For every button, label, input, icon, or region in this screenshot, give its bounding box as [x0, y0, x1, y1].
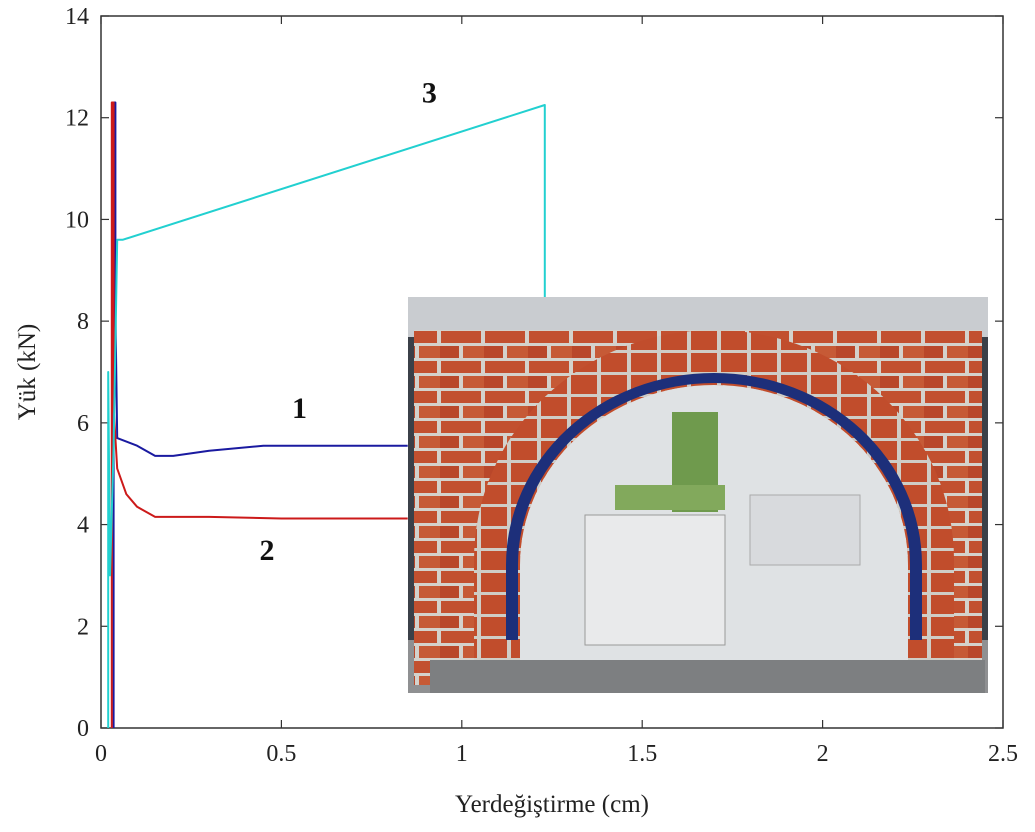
y-tick-label: 6 — [77, 411, 89, 437]
curve-labels: 1 2 3 — [259, 76, 436, 567]
x-axis-label: Yerdeğiştirme (cm) — [455, 791, 649, 818]
y-axis-label: Yük (kN) — [14, 324, 41, 421]
series-layer — [107, 101, 546, 728]
x-tick-label: 2.5 — [988, 741, 1018, 767]
y-tick-label: 12 — [65, 106, 89, 132]
lab-cabinet — [749, 494, 861, 566]
x-tick-label: 0.5 — [266, 741, 296, 767]
y-tick-label: 0 — [77, 716, 89, 742]
curve-label-2: 2 — [259, 534, 274, 567]
series-line-1 — [112, 101, 408, 728]
y-tick-label: 8 — [77, 309, 89, 335]
y-tick-label: 4 — [77, 513, 89, 539]
curve-label-3: 3 — [422, 76, 437, 109]
x-tick-label: 2 — [817, 741, 829, 767]
testing-machine — [584, 514, 726, 646]
y-tick-label: 14 — [65, 4, 89, 30]
x-tick-label: 1 — [456, 741, 468, 767]
x-tick-label: 0 — [95, 741, 107, 767]
base-beam — [430, 660, 985, 693]
inset-photo — [408, 297, 988, 693]
curve-label-1: 1 — [292, 392, 307, 425]
series-line-3 — [107, 104, 546, 728]
y-tick-label: 2 — [77, 614, 89, 640]
series-line-2 — [110, 101, 408, 728]
y-tick-label: 10 — [65, 207, 89, 233]
x-tick-label: 1.5 — [627, 741, 657, 767]
loading-plate — [615, 485, 725, 510]
x-axis-ticks: 0 0.5 1 1.5 2 2.5 — [95, 16, 1018, 767]
